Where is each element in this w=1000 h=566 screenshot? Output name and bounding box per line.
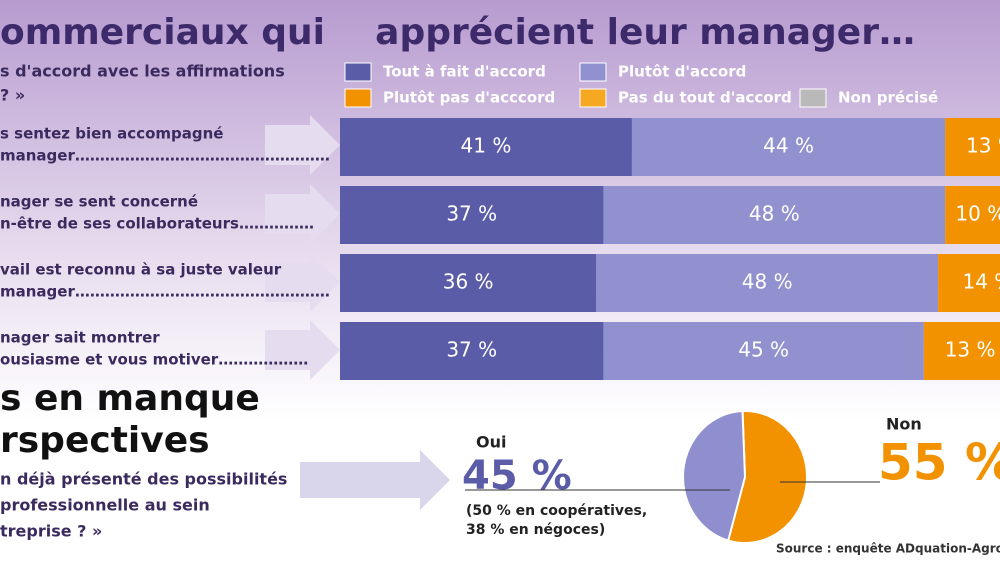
source: Source : enquête ADquation-Agrodis	[776, 542, 1000, 556]
category-label: s sentez bien accompagné	[0, 125, 223, 143]
legend-swatch	[799, 88, 827, 108]
value-label: 14 %	[963, 270, 1000, 294]
category-label: ousiasme et vous motiver………………	[0, 351, 308, 369]
value-label: 48 %	[749, 202, 800, 226]
category-label: Non	[886, 415, 922, 434]
category-label: vail est reconnu à sa juste valeur	[0, 261, 282, 279]
legend-label: Tout à fait d'accord	[383, 63, 546, 81]
bar-segment	[923, 322, 1000, 380]
bar-segment	[603, 186, 946, 244]
pie-slice	[726, 410, 808, 544]
legend-label: Plutôt pas d'acccord	[383, 89, 555, 107]
legend-swatch	[579, 88, 607, 108]
arrow	[265, 184, 340, 244]
category-label: manager……………………………………………	[0, 283, 330, 301]
bar-segment	[945, 186, 1000, 244]
legend-label: Pas du tout d'accord	[618, 89, 792, 107]
bar-segment	[631, 118, 946, 176]
category-label: n-être de ses collaborateurs……………	[0, 215, 314, 233]
value-label: 45 %	[738, 338, 789, 362]
bar-segment	[596, 254, 939, 312]
legend-label: Plutôt d'accord	[618, 63, 746, 81]
question: n déjà présenté des possibilités	[0, 470, 287, 489]
value-label: 41 %	[461, 134, 512, 158]
legend-swatch	[344, 88, 372, 108]
value-label: 37 %	[446, 338, 497, 362]
annotation: (50 % en coopératives,	[466, 503, 647, 519]
legend-swatch	[579, 62, 607, 82]
arrow	[300, 450, 450, 510]
arrow	[265, 320, 340, 380]
chart-title: rspectives	[0, 420, 210, 461]
value-label: 37 %	[446, 202, 497, 226]
arrows	[265, 115, 450, 510]
question: professionnelle au sein	[0, 496, 210, 515]
category-label: manager……………………………………………	[0, 147, 330, 165]
value-label: 45 %	[462, 453, 572, 499]
bar-segment	[340, 254, 597, 312]
bar-segment	[945, 118, 1000, 176]
value-label: 13 %	[966, 134, 1000, 158]
bar-segment	[603, 322, 924, 380]
annotation: 38 % en négoces)	[466, 522, 605, 538]
chart-title: ommerciaux qui apprécient leur manager…	[0, 12, 915, 53]
pie-slice	[682, 410, 747, 542]
bar-segment	[340, 118, 632, 176]
value-label: 48 %	[742, 270, 793, 294]
value-label: 36 %	[443, 270, 494, 294]
bar-segment	[938, 254, 1000, 312]
value-label: 44 %	[763, 134, 814, 158]
bar-segment	[340, 322, 604, 380]
arrow	[265, 115, 340, 175]
legend-label: Non précisé	[838, 89, 938, 107]
category-label: nager se sent concerné	[0, 193, 198, 211]
value-label: 55 %	[878, 434, 1000, 492]
value-label: 13 %	[945, 338, 996, 362]
value-label: 10 %	[955, 202, 1000, 226]
arrow	[265, 252, 340, 312]
subtitle: s d'accord avec les affirmations	[0, 62, 285, 81]
legend-swatch	[344, 62, 372, 82]
category-label: nager sait montrer	[0, 329, 160, 347]
subtitle: ? »	[0, 86, 25, 105]
bar-segment	[340, 186, 604, 244]
category-label: Oui	[476, 433, 506, 452]
chart-title: s en manque	[0, 378, 260, 419]
question: treprise ? »	[0, 522, 102, 541]
